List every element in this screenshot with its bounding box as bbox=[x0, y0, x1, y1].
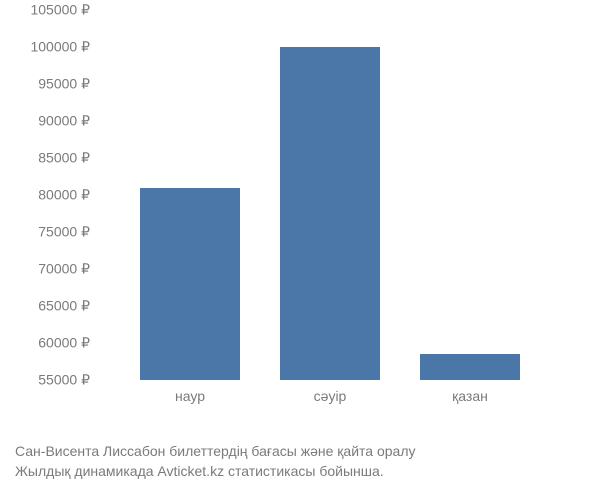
y-tick-label: 95000 ₽ bbox=[38, 76, 90, 93]
x-tick-label: сәуір bbox=[314, 388, 347, 404]
y-tick-label: 100000 ₽ bbox=[30, 39, 90, 56]
chart-container: 105000 ₽ 100000 ₽ 95000 ₽ 90000 ₽ 85000 … bbox=[0, 0, 600, 430]
y-tick-label: 65000 ₽ bbox=[38, 298, 90, 315]
bar-2 bbox=[420, 354, 520, 380]
bar-0 bbox=[140, 188, 240, 380]
y-axis: 105000 ₽ 100000 ₽ 95000 ₽ 90000 ₽ 85000 … bbox=[0, 10, 95, 380]
caption-line-2: Жылдық динамикада Avticket.kz статистика… bbox=[15, 462, 416, 482]
y-tick-label: 60000 ₽ bbox=[38, 335, 90, 352]
y-tick-label: 85000 ₽ bbox=[38, 150, 90, 167]
y-tick-label: 75000 ₽ bbox=[38, 224, 90, 241]
y-tick-label: 105000 ₽ bbox=[30, 2, 90, 19]
chart-caption: Сан-Висента Лиссабон билеттердің бағасы … bbox=[15, 442, 416, 481]
y-tick-label: 80000 ₽ bbox=[38, 187, 90, 204]
caption-line-1: Сан-Висента Лиссабон билеттердің бағасы … bbox=[15, 442, 416, 462]
y-tick-label: 90000 ₽ bbox=[38, 113, 90, 130]
x-tick-label: қазан bbox=[452, 388, 488, 404]
x-tick-label: наур bbox=[175, 388, 205, 404]
bar-1 bbox=[280, 47, 380, 380]
x-axis: наур сәуір қазан bbox=[100, 388, 550, 418]
y-tick-label: 70000 ₽ bbox=[38, 261, 90, 278]
y-tick-label: 55000 ₽ bbox=[38, 372, 90, 389]
plot-area bbox=[100, 10, 550, 380]
